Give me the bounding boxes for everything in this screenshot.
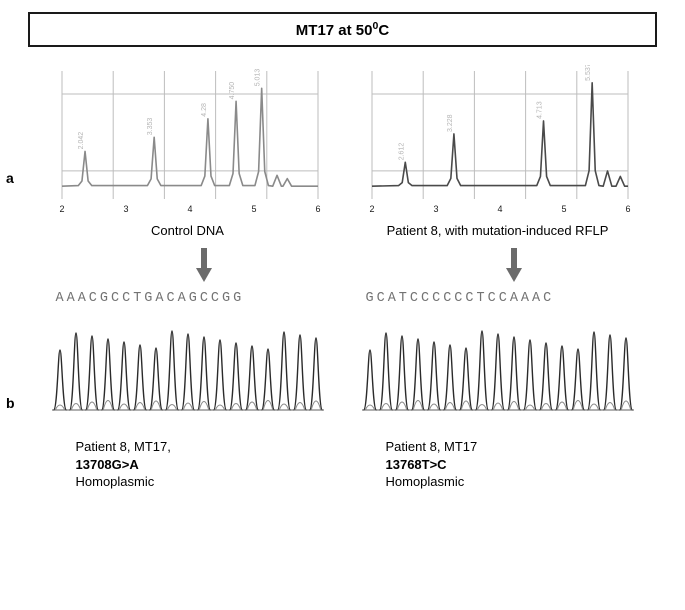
svg-text:5.013: 5.013 [254, 69, 261, 87]
svg-text:6: 6 [315, 204, 320, 214]
seq-right-letters: GCATCCCCCCTCCAAAC [362, 291, 634, 306]
control-chromatogram: 2 3 4 5 6 2.042 3.353 4.28 4.750 5.013 [52, 65, 324, 215]
control-chrom-panel: 2 3 4 5 6 2.042 3.353 4.28 4.750 5.013 Control DN… [52, 65, 324, 238]
svg-text:5.537: 5.537 [585, 65, 592, 81]
patient-chrom-label: Patient 8, with mutation-induced RFLP [362, 223, 634, 238]
svg-text:3: 3 [433, 204, 438, 214]
caption-left: Patient 8, MT17, 13708G>A Homoplasmic [52, 438, 324, 491]
svg-text:3.353: 3.353 [147, 118, 154, 136]
seq-left-panel: AAACGCCTGACAGCCGG [52, 291, 324, 428]
caption-right-line2: 13768T>C [386, 456, 634, 474]
caption-right: Patient 8, MT17 13768T>C Homoplasmic [362, 438, 634, 491]
caption-left-line3: Homoplasmic [76, 473, 324, 491]
arrow-down-icon [504, 248, 524, 282]
svg-text:3.228: 3.228 [446, 114, 453, 132]
svg-text:2.042: 2.042 [78, 132, 85, 150]
svg-text:2: 2 [59, 204, 64, 214]
row-a-panels: 2 3 4 5 6 2.042 3.353 4.28 4.750 5.013 Control DN… [28, 65, 657, 238]
patient-chrom-panel: 2 3 4 5 6 2.612 3.228 4.713 5.537 Patient 8, wit… [362, 65, 634, 238]
arrow-down-icon [194, 248, 214, 282]
svg-text:4.28: 4.28 [200, 103, 207, 117]
control-chrom-label: Control DNA [52, 223, 324, 238]
patient-chromatogram: 2 3 4 5 6 2.612 3.228 4.713 5.537 [362, 65, 634, 215]
seq-right-trace [362, 308, 634, 428]
caption-left-line2: 13708G>A [76, 456, 324, 474]
row-label-b: b [6, 395, 15, 411]
svg-text:2: 2 [369, 204, 374, 214]
caption-right-line3: Homoplasmic [386, 473, 634, 491]
svg-text:5: 5 [561, 204, 566, 214]
svg-text:3: 3 [123, 204, 128, 214]
svg-text:4.713: 4.713 [536, 101, 543, 119]
arrows-row [28, 248, 657, 287]
svg-text:5: 5 [251, 204, 256, 214]
svg-text:4.750: 4.750 [229, 82, 236, 100]
seq-right-panel: GCATCCCCCCTCCAAAC [362, 291, 634, 428]
svg-text:6: 6 [625, 204, 630, 214]
svg-text:4: 4 [497, 204, 502, 214]
captions-row: Patient 8, MT17, 13708G>A Homoplasmic Pa… [28, 438, 657, 491]
figure-title: MT17 at 500C [28, 12, 657, 47]
row-b-panels: AAACGCCTGACAGCCGG GCATCCCCCCTCCAAAC [28, 291, 657, 428]
caption-left-line1: Patient 8, MT17, [76, 438, 324, 456]
row-label-a: a [6, 170, 14, 186]
svg-text:4: 4 [187, 204, 192, 214]
svg-text:2.612: 2.612 [398, 143, 405, 161]
seq-left-letters: AAACGCCTGACAGCCGG [52, 291, 324, 306]
seq-left-trace [52, 308, 324, 428]
caption-right-line1: Patient 8, MT17 [386, 438, 634, 456]
